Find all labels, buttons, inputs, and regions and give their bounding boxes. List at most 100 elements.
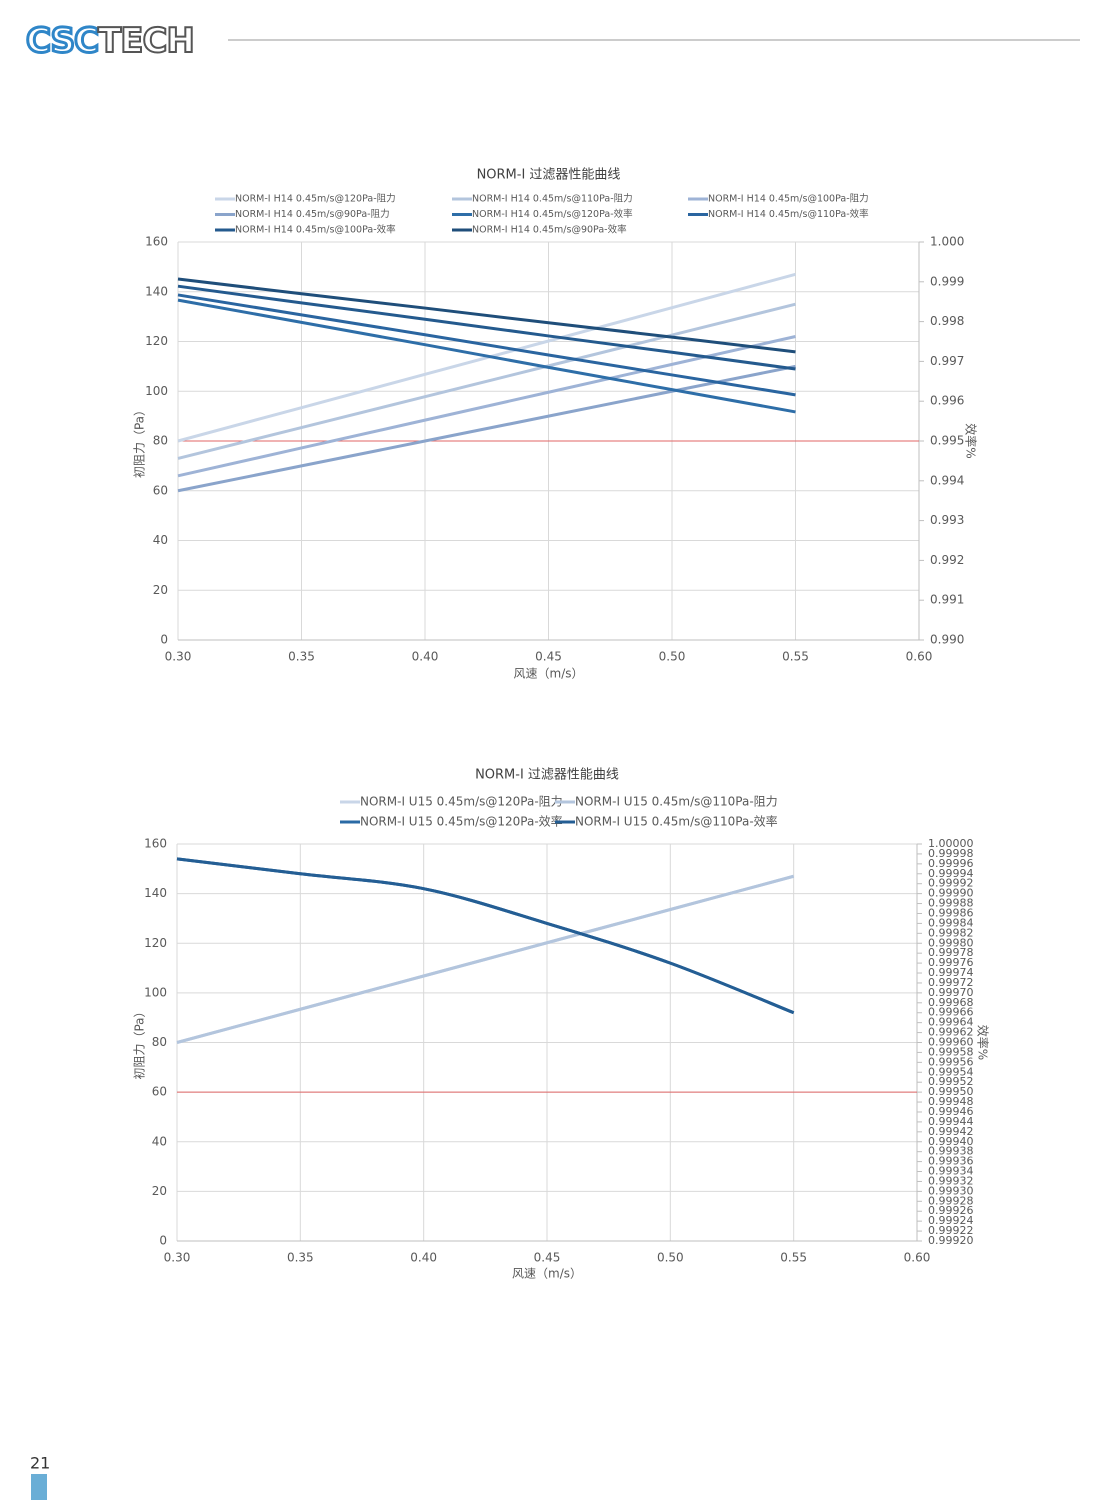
series-line xyxy=(176,874,795,1044)
y-tick-label: 140 xyxy=(145,284,168,298)
y2-tick-label: 0.99950 xyxy=(928,1085,974,1098)
y2-tick-label: 0.99952 xyxy=(928,1075,974,1088)
series-line xyxy=(177,284,796,371)
y-tick-label: 40 xyxy=(152,1134,167,1148)
series-line xyxy=(177,335,796,478)
series-line xyxy=(176,857,795,1015)
legend-label: NORM-I H14 0.45m/s@100Pa-效率 xyxy=(235,224,396,236)
y2-tick-label: 0.99994 xyxy=(928,867,974,880)
y-tick-label: 60 xyxy=(152,1085,167,1099)
y-tick-label: 20 xyxy=(153,583,168,597)
y2-tick-label: 1.00000 xyxy=(928,837,974,850)
legend-label: NORM-I H14 0.45m/s@120Pa-阻力 xyxy=(235,193,396,205)
legend-label: NORM-I H14 0.45m/s@100Pa-阻力 xyxy=(708,193,869,205)
y2-tick-label: 0.99938 xyxy=(928,1145,974,1158)
y-tick-label: 140 xyxy=(144,886,167,900)
legend-label: NORM-I U15 0.45m/s@120Pa-阻力 xyxy=(360,795,563,809)
y2-tick-label: 0.994 xyxy=(930,473,964,487)
y-tick-label: 120 xyxy=(144,936,167,950)
y2-tick-label: 0.99954 xyxy=(928,1065,974,1078)
legend-label: NORM-I U15 0.45m/s@110Pa-效率 xyxy=(575,814,778,829)
y2-tick-label: 0.998 xyxy=(930,314,964,328)
y2-tick-label: 0.995 xyxy=(930,434,964,448)
y2-tick-label: 0.99974 xyxy=(928,966,974,979)
y2-tick-label: 0.99982 xyxy=(928,926,974,939)
y2-tick-label: 0.99964 xyxy=(928,1016,974,1029)
y-tick-label: 160 xyxy=(145,235,168,249)
y2-tick-label: 0.99958 xyxy=(928,1045,974,1058)
legend-label: NORM-I H14 0.45m/s@110Pa-阻力 xyxy=(472,193,633,205)
chart-title: NORM-I 过滤器性能曲线 xyxy=(475,768,619,783)
y-tick-label: 0 xyxy=(159,1234,167,1248)
series-line xyxy=(177,272,796,443)
legend-label: NORM-I H14 0.45m/s@110Pa-效率 xyxy=(708,208,869,220)
x-tick-label: 0.50 xyxy=(659,650,686,664)
y2-tick-label: 0.99992 xyxy=(928,877,974,890)
page-tab xyxy=(31,1474,47,1500)
y2-tick-label: 0.99962 xyxy=(928,1026,974,1039)
y-tick-label: 120 xyxy=(145,334,168,348)
legend-label: NORM-I H14 0.45m/s@90Pa-效率 xyxy=(472,224,627,236)
chart-title: NORM-I 过滤器性能曲线 xyxy=(477,168,621,183)
y2-tick-label: 0.99920 xyxy=(928,1234,974,1247)
y2-tick-label: 0.99960 xyxy=(928,1036,974,1049)
y2-tick-label: 0.99940 xyxy=(928,1135,974,1148)
logo: CSCTECH xyxy=(26,21,194,61)
x-tick-label: 0.55 xyxy=(780,1251,807,1265)
y-axis-label: 初阻力（Pa） xyxy=(133,1005,147,1079)
x-tick-label: 0.60 xyxy=(906,650,933,664)
y-tick-label: 40 xyxy=(153,533,168,547)
y2-tick-label: 0.996 xyxy=(930,394,964,408)
y2-tick-label: 0.99984 xyxy=(928,916,974,929)
y2-tick-label: 0.990 xyxy=(930,633,964,647)
y-tick-label: 100 xyxy=(144,985,167,999)
y2-tick-label: 0.993 xyxy=(930,513,964,527)
x-axis-label: 风速（m/s） xyxy=(514,667,584,681)
y2-tick-label: 0.99966 xyxy=(928,1006,974,1019)
y2-tick-label: 0.991 xyxy=(930,593,964,607)
y2-tick-label: 0.99944 xyxy=(928,1115,974,1128)
x-tick-label: 0.45 xyxy=(535,650,562,664)
x-tick-label: 0.30 xyxy=(164,1251,191,1265)
y-axis-label: 初阻力（Pa） xyxy=(133,404,147,478)
y-tick-label: 0 xyxy=(160,633,168,647)
legend-label: NORM-I U15 0.45m/s@110Pa-阻力 xyxy=(575,795,778,809)
logo-part: TECH xyxy=(98,21,194,61)
x-tick-label: 0.40 xyxy=(412,650,439,664)
y2-tick-label: 0.99988 xyxy=(928,897,974,910)
y2-tick-label: 0.99936 xyxy=(928,1155,974,1168)
series-line xyxy=(177,302,796,460)
y2-tick-label: 0.99976 xyxy=(928,956,974,969)
y-tick-label: 160 xyxy=(144,837,167,851)
series-line xyxy=(176,857,795,1015)
series-line xyxy=(177,293,796,397)
y2-tick-label: 0.99970 xyxy=(928,986,974,999)
legend-label: NORM-I U15 0.45m/s@120Pa-效率 xyxy=(360,814,563,829)
y2-tick-label: 0.99986 xyxy=(928,906,974,919)
series-line xyxy=(177,298,796,414)
y2-tick-label: 0.99934 xyxy=(928,1165,974,1178)
y2-tick-label: 0.99946 xyxy=(928,1105,974,1118)
y2-tick-label: 0.99990 xyxy=(928,887,974,900)
x-tick-label: 0.45 xyxy=(534,1251,561,1265)
x-tick-label: 0.55 xyxy=(782,650,809,664)
y-tick-label: 80 xyxy=(153,434,168,448)
y2-axis-label: 效率% xyxy=(976,1025,991,1060)
y2-tick-label: 1.000 xyxy=(930,235,964,249)
y2-tick-label: 0.99926 xyxy=(928,1204,974,1217)
logo-part: CSC xyxy=(26,21,98,61)
x-tick-label: 0.30 xyxy=(165,650,192,664)
series-line xyxy=(177,277,796,354)
y2-tick-label: 0.99998 xyxy=(928,847,974,860)
x-tick-label: 0.60 xyxy=(904,1251,931,1265)
page-number: 21 xyxy=(30,1454,50,1473)
legend-label: NORM-I H14 0.45m/s@120Pa-效率 xyxy=(472,208,633,220)
x-tick-label: 0.40 xyxy=(410,1251,437,1265)
y2-tick-label: 0.997 xyxy=(930,354,964,368)
y2-tick-label: 0.99978 xyxy=(928,946,974,959)
y-tick-label: 60 xyxy=(153,483,168,497)
legend-label: NORM-I H14 0.45m/s@90Pa-阻力 xyxy=(235,208,390,220)
x-tick-label: 0.35 xyxy=(288,650,315,664)
y2-tick-label: 0.99930 xyxy=(928,1184,974,1197)
